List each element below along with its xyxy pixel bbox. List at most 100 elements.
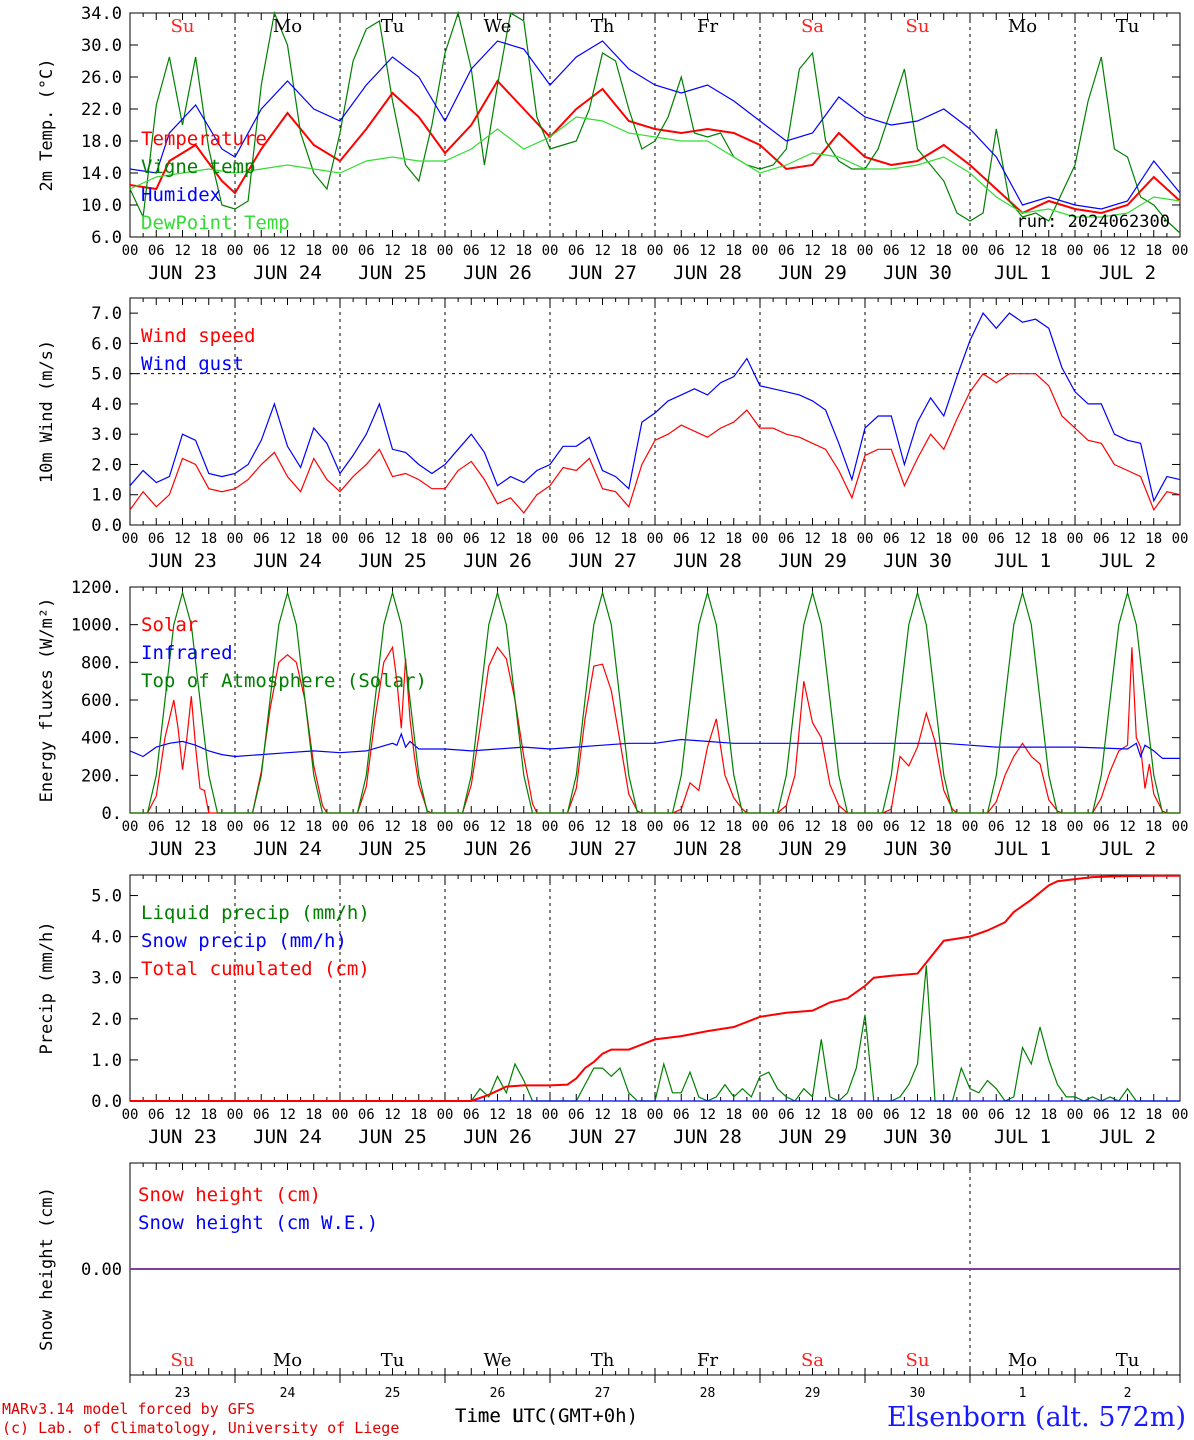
y-tick-label: 30.0 bbox=[81, 36, 122, 56]
date-label: JUN 26 bbox=[463, 838, 532, 860]
date-label: JUN 24 bbox=[253, 262, 322, 284]
hour-tick-label: 06 bbox=[1093, 531, 1110, 547]
date-label: JUN 27 bbox=[568, 838, 637, 860]
hour-tick-label: 12 bbox=[909, 531, 926, 547]
y-tick-label: 14.0 bbox=[81, 164, 122, 184]
weekday-label: Mo bbox=[273, 1350, 302, 1371]
hour-tick-label: 00 bbox=[437, 243, 454, 259]
hour-tick-label: 00 bbox=[1067, 1107, 1084, 1123]
legend-entry: Vigne temp bbox=[141, 156, 255, 178]
hour-tick-label: 18 bbox=[830, 243, 847, 259]
model-credit-line2: (c) Lab. of Climatology, University of L… bbox=[2, 1419, 400, 1437]
hour-tick-label: 18 bbox=[1040, 819, 1057, 835]
hour-tick-label: 18 bbox=[305, 1107, 322, 1123]
y-axis-label: 2m Temp. (°C) bbox=[37, 58, 57, 191]
y-tick-label: 6.0 bbox=[91, 334, 122, 354]
date-label: JUN 26 bbox=[463, 1126, 532, 1148]
time-axis-label-utc: Time UTC bbox=[455, 1405, 547, 1427]
hour-tick-label: 18 bbox=[725, 1107, 742, 1123]
date-label: JUN 30 bbox=[883, 838, 952, 860]
hour-tick-label: 00 bbox=[647, 531, 664, 547]
date-label: JUN 30 bbox=[883, 550, 952, 572]
hour-tick-label: 18 bbox=[725, 819, 742, 835]
hour-tick-label: 06 bbox=[988, 531, 1005, 547]
date-label: JUN 24 bbox=[253, 838, 322, 860]
y-axis-label: Energy fluxes (W/m²) bbox=[37, 598, 57, 803]
y-tick-label: 1.0 bbox=[91, 1051, 122, 1071]
legend-entry: DewPoint Temp bbox=[141, 212, 290, 234]
weekday-label: Tu bbox=[381, 16, 405, 37]
hour-tick-label: 06 bbox=[463, 243, 480, 259]
y-tick-label: 0.0 bbox=[91, 1092, 122, 1112]
weekday-label: Mo bbox=[1008, 1350, 1037, 1371]
date-label: JUN 25 bbox=[358, 550, 427, 572]
hour-tick-label: 12 bbox=[279, 531, 296, 547]
weekday-label: We bbox=[484, 16, 512, 37]
hour-tick-label: 06 bbox=[673, 243, 690, 259]
hour-tick-label: 06 bbox=[148, 1107, 165, 1123]
date-label: JUN 25 bbox=[358, 1126, 427, 1148]
legend-entry: Wind gust bbox=[141, 353, 244, 375]
date-label: JUN 28 bbox=[673, 262, 742, 284]
hour-tick-label: 00 bbox=[227, 1107, 244, 1123]
y-tick-label: 2.0 bbox=[91, 455, 122, 475]
hour-tick-label: 12 bbox=[384, 243, 401, 259]
hour-tick-label: 12 bbox=[1119, 243, 1136, 259]
weekday-label: Sa bbox=[801, 1350, 824, 1371]
series-line bbox=[129, 312, 1181, 503]
legend-entry: Wind speed bbox=[141, 325, 255, 347]
y-tick-label: 26.0 bbox=[81, 68, 122, 88]
date-label: JUN 30 bbox=[883, 1126, 952, 1148]
hour-tick-label: 06 bbox=[358, 1107, 375, 1123]
hour-tick-label: 00 bbox=[962, 243, 979, 259]
hour-tick-label: 18 bbox=[410, 819, 427, 835]
weekday-label: Su bbox=[906, 16, 930, 37]
panel-5: 0.00 Snow height (cm) Snow height (cm) Snow… bbox=[37, 1162, 1181, 1401]
hour-tick-label: 00 bbox=[122, 531, 139, 547]
y-tick-label: 3.0 bbox=[91, 425, 122, 445]
hour-tick-label: 00 bbox=[227, 243, 244, 259]
date-label: JUN 23 bbox=[148, 838, 217, 860]
series-line bbox=[130, 590, 1180, 814]
hour-tick-label: 00 bbox=[647, 243, 664, 259]
hour-tick-label: 12 bbox=[279, 819, 296, 835]
y-tick-label: 0. bbox=[102, 804, 122, 824]
short-date-label: 24 bbox=[280, 1386, 296, 1401]
short-date-label: 29 bbox=[805, 1386, 821, 1401]
panel-3: 0. 200. 400. 600. 800. 1000. 1200. Energy fluxe… bbox=[37, 578, 1188, 860]
hour-tick-label: 06 bbox=[568, 819, 585, 835]
hour-tick-label: 18 bbox=[620, 531, 637, 547]
hour-tick-label: 00 bbox=[1172, 243, 1189, 259]
legend-entry: Snow precip (mm/h) bbox=[141, 930, 347, 952]
hour-tick-label: 12 bbox=[594, 531, 611, 547]
hour-tick-label: 12 bbox=[909, 1107, 926, 1123]
weekday-label: We bbox=[484, 1350, 512, 1371]
hour-tick-label: 06 bbox=[988, 819, 1005, 835]
hour-tick-label: 18 bbox=[1145, 819, 1162, 835]
short-date-label: 2 bbox=[1124, 1386, 1132, 1401]
y-tick-label: 4.0 bbox=[91, 928, 122, 948]
date-label: JUN 29 bbox=[778, 550, 847, 572]
hour-tick-label: 00 bbox=[437, 1107, 454, 1123]
hour-tick-label: 12 bbox=[279, 1107, 296, 1123]
hour-tick-label: 12 bbox=[1014, 531, 1031, 547]
hour-tick-label: 06 bbox=[883, 531, 900, 547]
hour-tick-label: 06 bbox=[148, 819, 165, 835]
hour-tick-label: 18 bbox=[305, 243, 322, 259]
hour-tick-label: 18 bbox=[200, 531, 217, 547]
date-label: JUN 23 bbox=[148, 262, 217, 284]
series-line bbox=[129, 10, 1181, 234]
hour-tick-label: 00 bbox=[962, 1107, 979, 1123]
legend-entry: Solar bbox=[141, 614, 198, 636]
hour-tick-label: 12 bbox=[594, 819, 611, 835]
y-tick-label: 400. bbox=[81, 729, 122, 749]
series-line bbox=[129, 732, 1180, 760]
date-label: JUL 2 bbox=[1099, 550, 1156, 572]
hour-tick-label: 06 bbox=[673, 531, 690, 547]
y-tick-label: 22.0 bbox=[81, 100, 122, 120]
hour-tick-label: 18 bbox=[410, 243, 427, 259]
hour-tick-label: 00 bbox=[752, 531, 769, 547]
hour-tick-label: 12 bbox=[909, 243, 926, 259]
hour-tick-label: 18 bbox=[410, 531, 427, 547]
hour-tick-label: 18 bbox=[200, 1107, 217, 1123]
